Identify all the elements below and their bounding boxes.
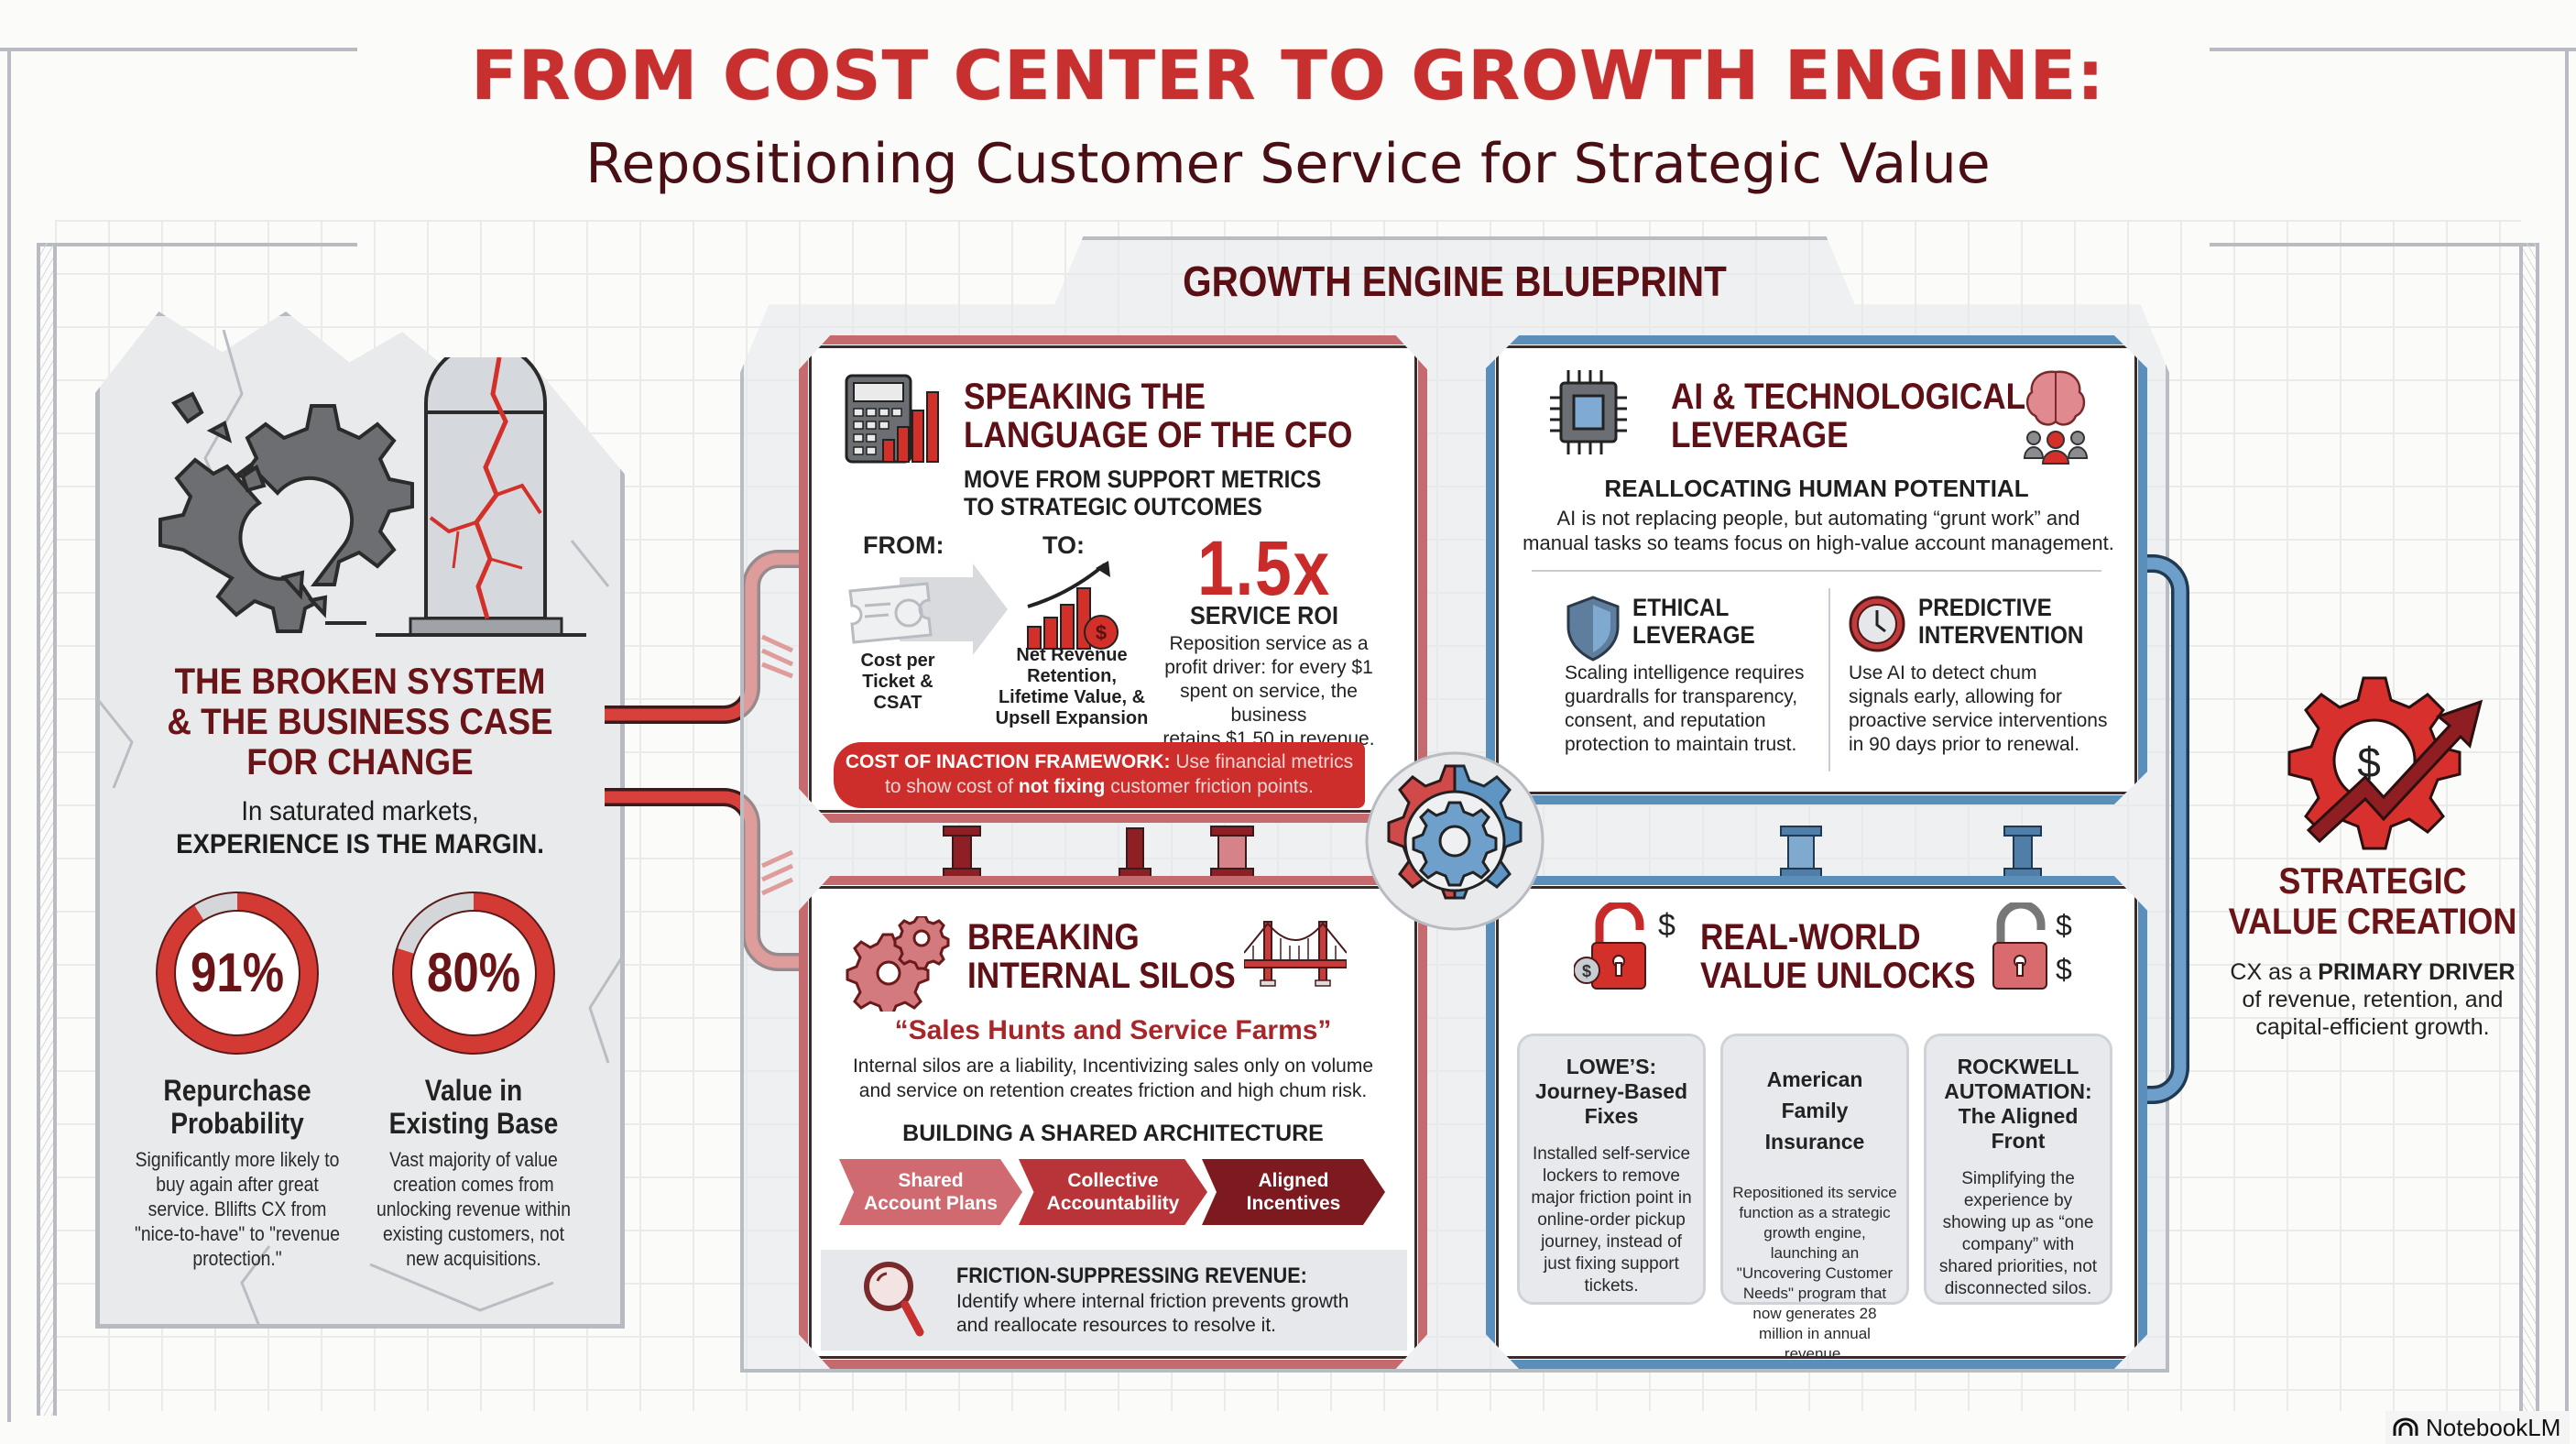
svg-text:$: $ [1582,962,1591,980]
progress-ring: 91% [153,889,322,1057]
ticket-smiley-arrow-icon [848,563,1008,655]
frame-rail [0,48,357,51]
roi-label: SERVICE ROI [1190,601,1338,629]
bridge-icon [1244,921,1347,987]
stat-description: Vast majority of value creation comes fr… [376,1148,572,1270]
panel-connectors [943,826,2042,879]
from-metrics: Cost per Ticket & CSAT [860,651,935,713]
cracked-pillar-icon [376,357,586,637]
case-study-lowes: LOWE’S: Journey-Based Fixes Installed se… [1517,1034,1706,1305]
frame-rail [2210,243,2539,246]
ethical-leverage-description: Scaling intelligence requires guardralls… [1565,662,1805,755]
donut-ring-icon [156,892,319,1055]
broken-system-title: THE BROKEN SYSTEM & THE BUSINESS CASE FO… [167,662,553,782]
notebooklm-logo-icon [2393,1417,2418,1436]
broken-gear-icon [158,391,414,633]
stat-label: Value in Existing Base [388,1074,559,1140]
svg-text:$: $ [1096,621,1107,644]
frame-rail [2519,243,2539,1416]
notebooklm-badge: NotebookLM [2385,1411,2571,1444]
silos-quote: “Sales Hunts and Service Farms” [894,1015,1332,1045]
stat-value: 91% [190,942,285,1003]
broken-system-illustration [158,357,586,637]
divider [1532,570,2101,572]
predictive-intervention-title: PREDICTIVE INTERVENTION [1918,594,2084,649]
friction-text: FRICTION-SUPPRESSING REVENUE: Identify w… [956,1264,1349,1336]
broken-system-intro: In saturated markets, EXPERIENCE IS THE … [176,796,544,859]
stat-label: Repurchase Probability [163,1074,311,1140]
page-title: FROM COST CENTER TO GROWTH ENGINE: [471,37,2105,115]
calculator-chart-icon [845,374,939,464]
predictive-intervention-description: Use AI to detect chum signals early, all… [1849,662,2108,755]
shield-icon [1566,596,1620,662]
stat-repurchase-probability: 91% Repurchase Probability Significantly… [114,889,361,1271]
card-title: AI & TECHNOLOGICAL LEVERAGE [1671,377,2026,455]
chevron-shared-account-plans: Shared Account Plans [839,1159,1022,1225]
chip-icon [1550,370,1627,454]
svg-text:$: $ [2056,953,2072,986]
shared-architecture-title: BUILDING A SHARED ARCHITECTURE [902,1121,1324,1146]
frame-rail [37,243,357,246]
stat-value: 80% [426,942,521,1003]
brain-team-icon [2023,370,2089,465]
card-subtitle: MOVE FROM SUPPORT METRICS TO STRATEGIC O… [964,465,1322,520]
stat-value-in-existing-base: 80% Value in Existing Base Vast majority… [350,889,597,1271]
frame-rail [2210,48,2576,51]
central-gear-hub-icon [1365,751,1545,931]
page-header: FROM COST CENTER TO GROWTH ENGINE: Repos… [0,37,2576,196]
ethical-leverage-title: ETHICAL LEVERAGE [1632,594,1755,649]
blueprint-title: GROWTH ENGINE BLUEPRINT [1183,257,1727,305]
roi-value: 1.5x [1197,525,1331,611]
unlocked-padlock-dollar-icon: $ $ [1574,902,1675,990]
ai-subtitle: REALLOCATING HUMAN POTENTIAL [1604,475,2029,502]
from-label: FROM: [863,531,944,559]
svg-text:$: $ [1658,908,1675,943]
to-metrics: Net Revenue Retention, Lifetime Value, &… [995,645,1149,728]
stat-description: Significantly more likely to buy again a… [134,1148,341,1270]
svg-text:$: $ [2357,738,2381,786]
case-study-rockwell-automation: ROCKWELL AUTOMATION: The Aligned Front S… [1924,1034,2112,1305]
ai-description: AI is not replacing people, but automati… [1523,507,2114,554]
strategic-value-description: CX as a PRIMARY DRIVER of revenue, reten… [2230,959,2516,1040]
cost-of-inaction-banner: COST OF INACTION FRAMEWORK: Use financia… [834,742,1365,808]
frame-rail [37,243,57,1416]
case-study-american-family-insurance: American Family Insurance Repositioned i… [1720,1034,1909,1362]
strategic-value-title: STRATEGIC VALUE CREATION [2228,861,2517,942]
donut-ring-icon [392,892,555,1055]
magnifier-icon [864,1262,924,1337]
svg-text:$: $ [2056,909,2072,942]
revenue-growth-icon: $ [1027,561,1119,650]
card-title: BREAKING INTERNAL SILOS [967,917,1236,996]
clock-icon [1849,596,1905,652]
roi-description: Reposition service as a profit driver: f… [1162,633,1375,749]
chevron-aligned-incentives: Aligned Incentives [1202,1159,1385,1225]
to-label: TO: [1042,531,1085,559]
unlocked-padlock-dollar-icon: $ $ [1992,902,2072,990]
frame-rail [2565,48,2569,1422]
chevron-collective-accountability: Collective Accountability [1019,1159,1207,1225]
frame-rail [7,48,11,1422]
silos-description: Internal silos are a liability, Incentiv… [852,1056,1374,1101]
progress-ring: 80% [389,889,558,1057]
gears-icon [846,916,950,1012]
page-subtitle: Repositioning Customer Service for Strat… [585,132,1991,196]
card-title: SPEAKING THE LANGUAGE OF THE CFO [964,377,1353,455]
gear-dollar-arrow-icon: $ [2287,676,2483,850]
card-title: REAL-WORLD VALUE UNLOCKS [1700,917,1976,996]
divider [1828,588,1830,771]
